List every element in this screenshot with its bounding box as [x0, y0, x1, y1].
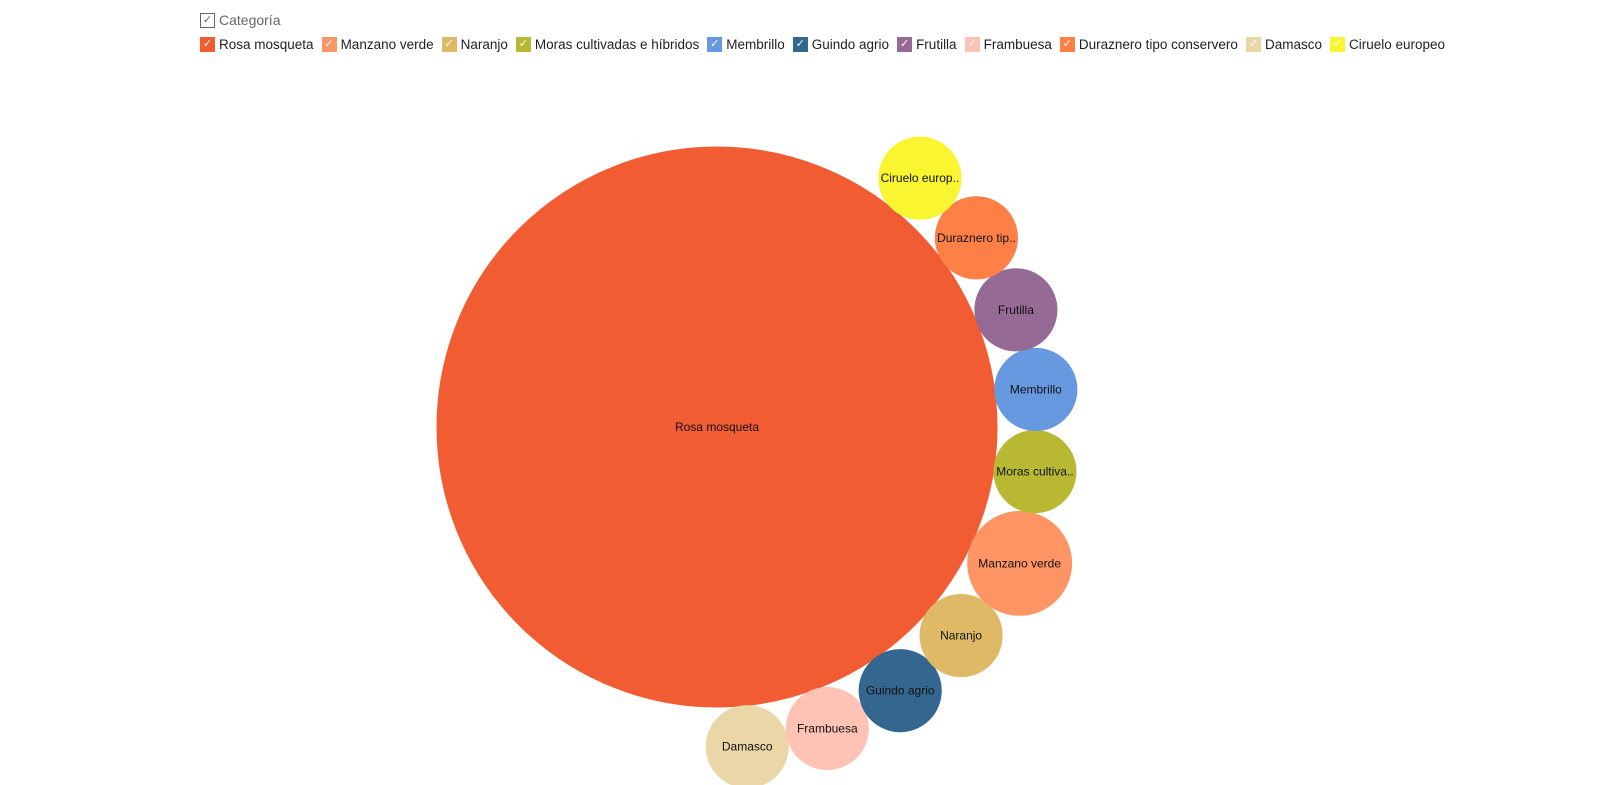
bubble[interactable]: Membrillo — [994, 347, 1078, 432]
legend-checkbox[interactable]: ✓ — [707, 36, 723, 52]
legend-label: Damasco — [1264, 36, 1322, 52]
legend-checkbox[interactable]: ✓ — [964, 36, 980, 52]
legend-label: Ciruelo europeo — [1348, 36, 1446, 52]
legend-checkbox[interactable]: ✓ — [321, 36, 337, 52]
bubble-label: Guindo agrio — [866, 684, 935, 698]
legend-items: ✓ Rosa mosqueta ✓ Manzano verde ✓ Naranjo ✓ Mor… — [200, 34, 1580, 54]
bubble-circle[interactable] — [436, 146, 998, 708]
legend-label: Duraznero tipo conservero — [1078, 36, 1238, 52]
bubble-circle[interactable] — [974, 268, 1058, 352]
bubble-label: Manzano verde — [978, 556, 1061, 570]
bubble[interactable]: Frutilla — [974, 268, 1058, 352]
bubble-circle[interactable] — [705, 705, 789, 785]
bubble-label: Ciruelo europ.. — [881, 171, 960, 185]
bubble[interactable]: Manzano verde — [967, 510, 1073, 616]
legend-item[interactable]: ✓ Rosa mosqueta — [200, 36, 314, 52]
legend-header[interactable]: ✓ Categoría — [200, 10, 1580, 30]
legend-checkbox[interactable]: ✓ — [1059, 36, 1075, 52]
legend-checkbox[interactable]: ✓ — [1245, 36, 1261, 52]
legend-checkbox[interactable]: ✓ — [515, 36, 531, 52]
legend-label: Frutilla — [916, 36, 957, 52]
legend-item[interactable]: ✓ Frutilla — [897, 36, 957, 52]
legend-item[interactable]: ✓ Manzano verde — [321, 36, 434, 52]
legend-select-all-checkbox[interactable]: ✓ — [200, 12, 215, 28]
bubble-label: Naranjo — [940, 629, 982, 643]
legend-item[interactable]: ✓ Guindo agrio — [792, 36, 890, 52]
legend-label: Guindo agrio — [811, 36, 890, 52]
bubble-label: Rosa mosqueta — [675, 420, 759, 434]
legend-item[interactable]: ✓ Frambuesa — [964, 36, 1052, 52]
bubble-label: Frambuesa — [797, 722, 858, 736]
bubble-circle[interactable] — [967, 510, 1073, 616]
legend-item[interactable]: ✓ Naranjo — [441, 36, 508, 52]
bubble-circle[interactable] — [785, 686, 869, 771]
bubble-label: Duraznero tip.. — [937, 231, 1016, 245]
legend-label: Moras cultivadas e híbridos — [534, 36, 700, 52]
legend-label: Rosa mosqueta — [219, 36, 314, 52]
bubble[interactable]: Moras cultiva.. — [993, 430, 1077, 514]
legend-checkbox[interactable]: ✓ — [897, 36, 913, 52]
bubble-circle[interactable] — [919, 594, 1003, 678]
bubble[interactable]: Frambuesa — [785, 686, 869, 771]
bubble[interactable]: Guindo agrio — [858, 649, 942, 733]
legend-label: Membrillo — [726, 36, 785, 52]
legend-checkbox[interactable]: ✓ — [1329, 36, 1345, 52]
bubble-circle[interactable] — [878, 136, 962, 220]
bubble-label: Membrillo — [1010, 382, 1062, 396]
bubble[interactable]: Rosa mosqueta — [436, 146, 998, 708]
bubble-circle[interactable] — [934, 196, 1018, 280]
bubble[interactable]: Damasco — [705, 705, 789, 785]
legend-checkbox[interactable]: ✓ — [200, 36, 215, 52]
legend-item[interactable]: ✓ Membrillo — [707, 36, 785, 52]
bubble[interactable]: Duraznero tip.. — [934, 196, 1018, 280]
bubble-circle[interactable] — [858, 649, 942, 733]
bubble-label: Damasco — [722, 740, 773, 754]
bubble-circle[interactable] — [994, 347, 1078, 432]
legend-title: Categoría — [219, 12, 281, 28]
legend-label: Frambuesa — [983, 36, 1052, 52]
legend-label: Manzano verde — [340, 36, 434, 52]
bubble-label: Frutilla — [998, 303, 1034, 317]
legend-checkbox[interactable]: ✓ — [441, 36, 457, 52]
legend-item[interactable]: ✓ Moras cultivadas e híbridos — [515, 36, 700, 52]
bubble[interactable]: Ciruelo europ.. — [878, 136, 962, 220]
legend-item[interactable]: ✓ Damasco — [1245, 36, 1322, 52]
legend-item[interactable]: ✓ Ciruelo europeo — [1329, 36, 1446, 52]
legend-item[interactable]: ✓ Duraznero tipo conservero — [1059, 36, 1238, 52]
legend-label: Naranjo — [460, 36, 508, 52]
legend: ✓ Categoría ✓ Rosa mosqueta ✓ Manzano verde… — [200, 10, 1580, 54]
bubble[interactable]: Naranjo — [919, 594, 1003, 678]
bubble-label: Moras cultiva.. — [996, 465, 1073, 479]
legend-checkbox[interactable]: ✓ — [792, 36, 808, 52]
